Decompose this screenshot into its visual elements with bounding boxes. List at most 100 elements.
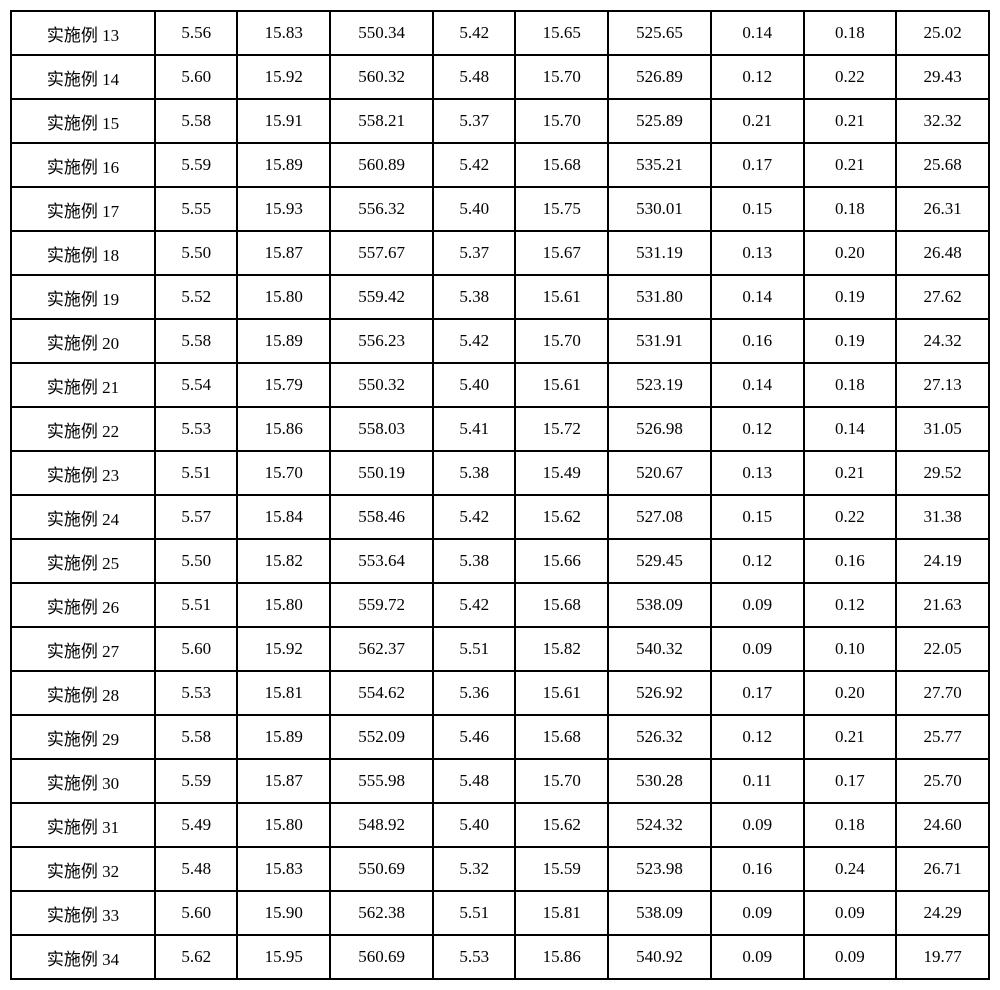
table-cell: 548.92 xyxy=(330,803,433,847)
table-cell: 5.42 xyxy=(433,495,515,539)
row-label: 实施例 29 xyxy=(11,715,155,759)
table-cell: 5.49 xyxy=(155,803,237,847)
table-cell: 15.68 xyxy=(515,583,608,627)
table-cell: 5.59 xyxy=(155,759,237,803)
table-cell: 550.32 xyxy=(330,363,433,407)
row-label: 实施例 26 xyxy=(11,583,155,627)
table-cell: 24.19 xyxy=(896,539,989,583)
table-cell: 29.52 xyxy=(896,451,989,495)
table-cell: 15.87 xyxy=(237,231,330,275)
table-cell: 554.62 xyxy=(330,671,433,715)
table-cell: 25.70 xyxy=(896,759,989,803)
table-cell: 5.51 xyxy=(155,583,237,627)
table-cell: 540.32 xyxy=(608,627,711,671)
table-cell: 5.46 xyxy=(433,715,515,759)
table-cell: 5.40 xyxy=(433,803,515,847)
table-cell: 31.38 xyxy=(896,495,989,539)
table-cell: 26.48 xyxy=(896,231,989,275)
table-cell: 556.32 xyxy=(330,187,433,231)
table-row: 实施例 305.5915.87555.985.4815.70530.280.11… xyxy=(11,759,989,803)
table-cell: 15.80 xyxy=(237,803,330,847)
table-cell: 5.42 xyxy=(433,143,515,187)
table-cell: 0.12 xyxy=(711,715,804,759)
table-cell: 0.12 xyxy=(711,539,804,583)
table-cell: 0.20 xyxy=(804,671,897,715)
table-cell: 15.93 xyxy=(237,187,330,231)
table-cell: 15.62 xyxy=(515,803,608,847)
table-cell: 5.59 xyxy=(155,143,237,187)
row-label: 实施例 14 xyxy=(11,55,155,99)
table-cell: 0.22 xyxy=(804,495,897,539)
table-cell: 5.37 xyxy=(433,99,515,143)
table-cell: 0.17 xyxy=(711,143,804,187)
row-label: 实施例 13 xyxy=(11,11,155,55)
table-cell: 0.15 xyxy=(711,187,804,231)
table-cell: 0.09 xyxy=(711,803,804,847)
table-cell: 550.34 xyxy=(330,11,433,55)
table-cell: 0.09 xyxy=(711,935,804,979)
table-cell: 15.65 xyxy=(515,11,608,55)
table-cell: 27.70 xyxy=(896,671,989,715)
table-cell: 526.32 xyxy=(608,715,711,759)
table-cell: 0.18 xyxy=(804,187,897,231)
table-cell: 5.50 xyxy=(155,231,237,275)
table-cell: 24.60 xyxy=(896,803,989,847)
table-cell: 0.12 xyxy=(711,407,804,451)
table-cell: 558.21 xyxy=(330,99,433,143)
table-row: 实施例 225.5315.86558.035.4115.72526.980.12… xyxy=(11,407,989,451)
table-cell: 0.12 xyxy=(804,583,897,627)
table-cell: 5.40 xyxy=(433,363,515,407)
table-cell: 5.40 xyxy=(433,187,515,231)
table-cell: 0.14 xyxy=(711,363,804,407)
table-cell: 525.65 xyxy=(608,11,711,55)
table-row: 实施例 295.5815.89552.095.4615.68526.320.12… xyxy=(11,715,989,759)
table-cell: 15.82 xyxy=(237,539,330,583)
table-row: 实施例 215.5415.79550.325.4015.61523.190.14… xyxy=(11,363,989,407)
table-cell: 540.92 xyxy=(608,935,711,979)
row-label: 实施例 34 xyxy=(11,935,155,979)
table-cell: 5.57 xyxy=(155,495,237,539)
table-cell: 15.92 xyxy=(237,627,330,671)
table-cell: 15.62 xyxy=(515,495,608,539)
table-cell: 15.75 xyxy=(515,187,608,231)
table-cell: 5.58 xyxy=(155,319,237,363)
table-cell: 5.38 xyxy=(433,539,515,583)
table-cell: 529.45 xyxy=(608,539,711,583)
table-cell: 560.69 xyxy=(330,935,433,979)
table-cell: 5.60 xyxy=(155,891,237,935)
table-cell: 558.03 xyxy=(330,407,433,451)
table-cell: 15.70 xyxy=(515,319,608,363)
table-row: 实施例 155.5815.91558.215.3715.70525.890.21… xyxy=(11,99,989,143)
table-cell: 0.19 xyxy=(804,275,897,319)
table-cell: 5.48 xyxy=(433,55,515,99)
table-cell: 0.14 xyxy=(711,11,804,55)
table-cell: 5.51 xyxy=(433,627,515,671)
table-row: 实施例 235.5115.70550.195.3815.49520.670.13… xyxy=(11,451,989,495)
table-row: 实施例 185.5015.87557.675.3715.67531.190.13… xyxy=(11,231,989,275)
table-cell: 15.66 xyxy=(515,539,608,583)
table-cell: 5.32 xyxy=(433,847,515,891)
table-cell: 562.38 xyxy=(330,891,433,935)
row-label: 实施例 30 xyxy=(11,759,155,803)
table-cell: 524.32 xyxy=(608,803,711,847)
table-cell: 553.64 xyxy=(330,539,433,583)
table-cell: 0.19 xyxy=(804,319,897,363)
table-cell: 15.61 xyxy=(515,671,608,715)
table-cell: 15.72 xyxy=(515,407,608,451)
row-label: 实施例 24 xyxy=(11,495,155,539)
table-cell: 0.14 xyxy=(711,275,804,319)
table-cell: 5.60 xyxy=(155,627,237,671)
table-cell: 556.23 xyxy=(330,319,433,363)
table-cell: 5.36 xyxy=(433,671,515,715)
table-cell: 5.60 xyxy=(155,55,237,99)
table-cell: 25.77 xyxy=(896,715,989,759)
table-cell: 0.18 xyxy=(804,11,897,55)
table-cell: 530.28 xyxy=(608,759,711,803)
table-row: 实施例 265.5115.80559.725.4215.68538.090.09… xyxy=(11,583,989,627)
table-cell: 19.77 xyxy=(896,935,989,979)
table-cell: 0.10 xyxy=(804,627,897,671)
row-label: 实施例 22 xyxy=(11,407,155,451)
table-cell: 15.89 xyxy=(237,715,330,759)
table-row: 实施例 195.5215.80559.425.3815.61531.800.14… xyxy=(11,275,989,319)
table-cell: 0.13 xyxy=(711,451,804,495)
